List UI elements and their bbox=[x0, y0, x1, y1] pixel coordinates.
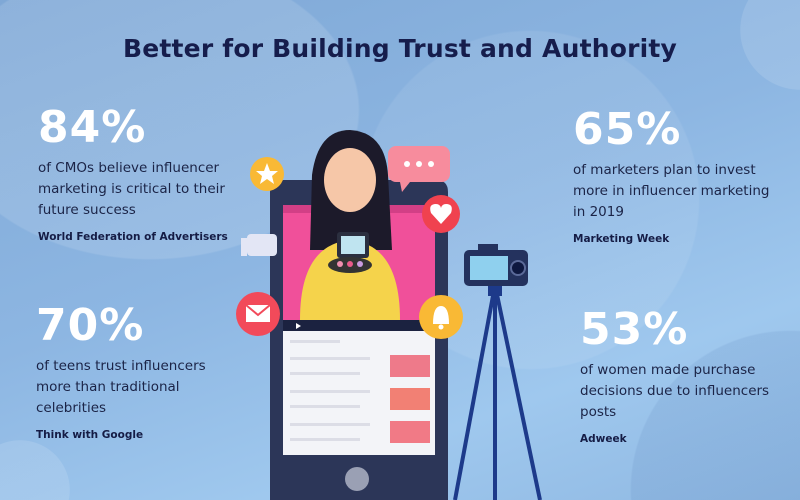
stat-source: Adweek bbox=[580, 433, 627, 445]
stat-source: World Federation of Advertisers bbox=[38, 231, 228, 243]
influencer-person bbox=[300, 130, 400, 320]
thumbs-up-icon bbox=[241, 234, 277, 256]
camera-icon bbox=[464, 244, 528, 286]
stat-teens: 70% of teens trust influencers more than… bbox=[36, 300, 236, 442]
page-title: Better for Building Trust and Authority bbox=[122, 34, 678, 63]
stat-description: of women made purchase decisions due to … bbox=[580, 362, 770, 420]
stat-description: of CMOs believe influencer marketing is … bbox=[38, 160, 225, 218]
bell-icon bbox=[419, 295, 463, 339]
stat-description: of marketers plan to invest more in infl… bbox=[573, 162, 770, 220]
stat-marketers: 65% of marketers plan to invest more in … bbox=[573, 104, 783, 246]
stat-source: Think with Google bbox=[36, 429, 144, 441]
stat-women: 53% of women made purchase decisions due… bbox=[580, 304, 790, 446]
heart-icon bbox=[422, 195, 460, 233]
stat-cmos: 84% of CMOs believe influencer marketing… bbox=[38, 102, 268, 244]
chat-bubble-icon bbox=[388, 146, 450, 192]
stat-value: 53% bbox=[580, 304, 689, 355]
stat-value: 84% bbox=[38, 102, 147, 153]
stat-value: 65% bbox=[573, 104, 682, 155]
star-icon bbox=[250, 157, 284, 191]
stat-description: of teens trust influencers more than tra… bbox=[36, 358, 206, 416]
stat-value: 70% bbox=[36, 300, 145, 351]
mail-icon bbox=[236, 292, 280, 336]
tripod-icon bbox=[453, 282, 542, 500]
stat-source: Marketing Week bbox=[573, 233, 670, 245]
